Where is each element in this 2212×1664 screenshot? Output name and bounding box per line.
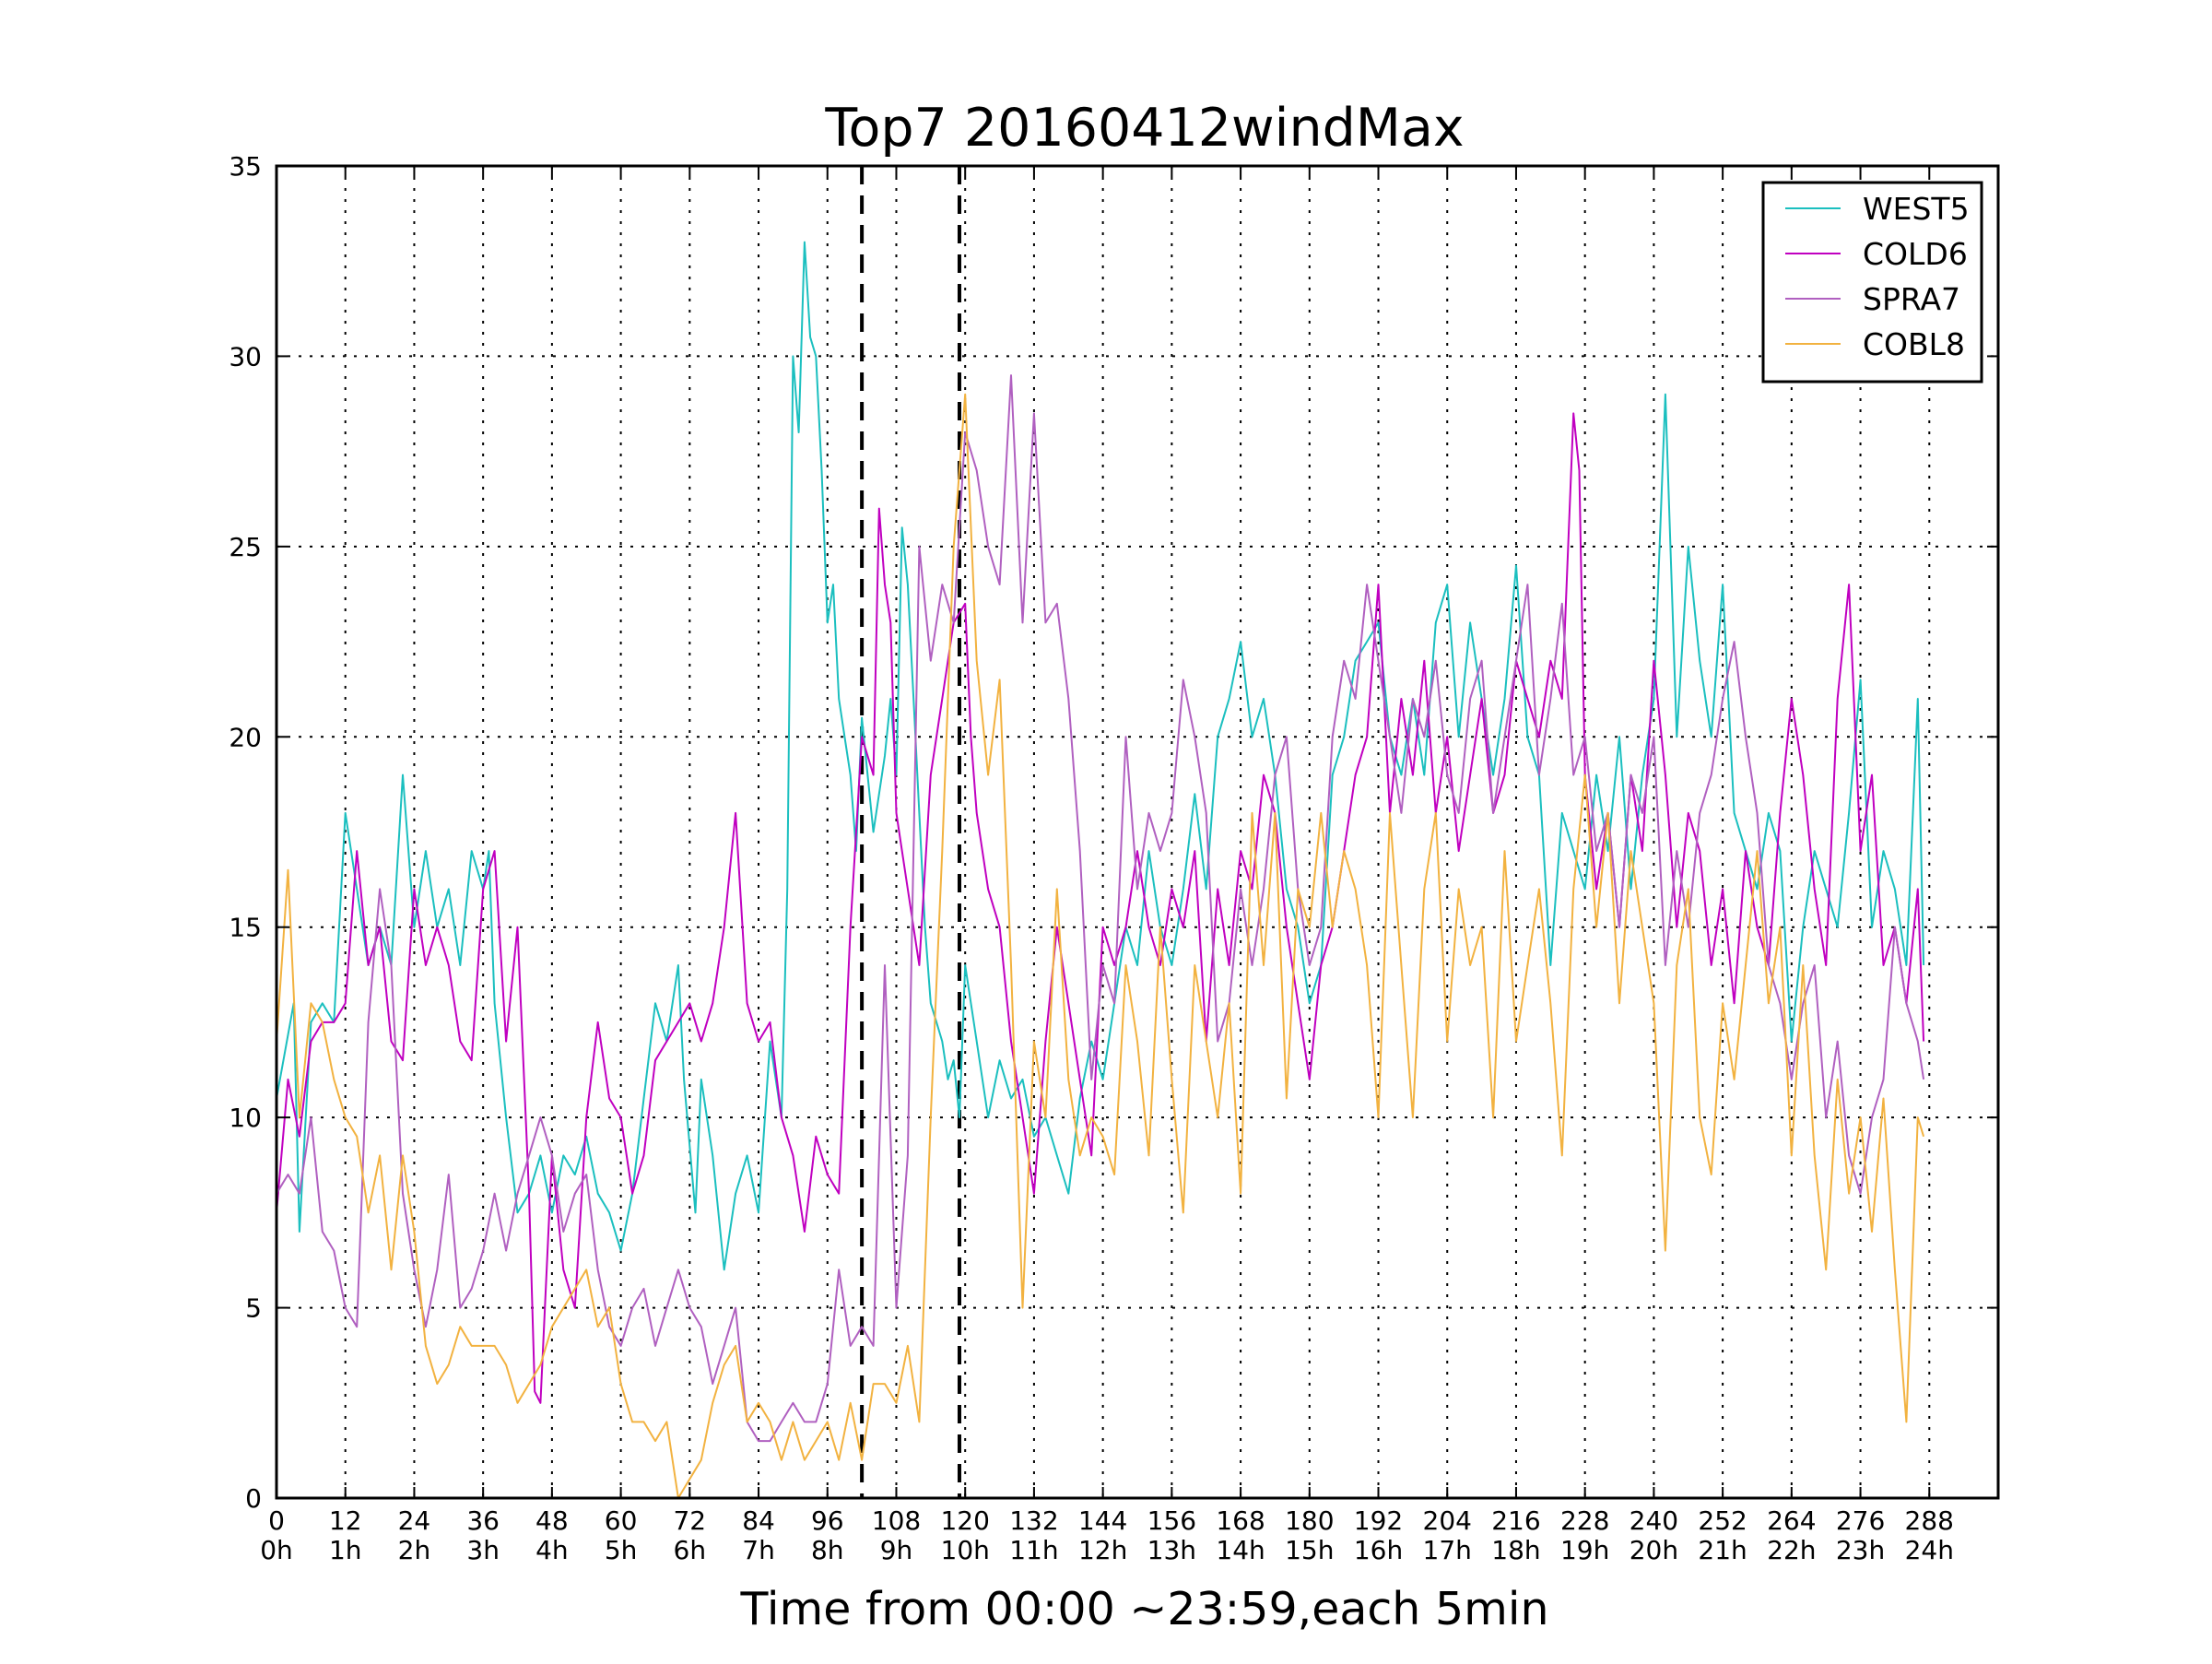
x-tick-hour-label: 4h <box>535 1535 569 1565</box>
x-tick-label: 252 <box>1698 1505 1747 1536</box>
x-tick-hour-label: 21h <box>1698 1535 1747 1565</box>
legend-label: COBL8 <box>1863 326 1965 362</box>
x-tick-hour-label: 20h <box>1630 1535 1678 1565</box>
x-tick-label: 240 <box>1630 1505 1678 1536</box>
x-tick-label: 204 <box>1423 1505 1472 1536</box>
x-tick-hour-label: 9h <box>880 1535 913 1565</box>
x-tick-label: 0 <box>268 1505 285 1536</box>
x-tick-hour-label: 5h <box>605 1535 638 1565</box>
x-tick-label: 24 <box>398 1505 431 1536</box>
x-tick-hour-label: 2h <box>398 1535 431 1565</box>
y-tick-label: 0 <box>245 1483 262 1514</box>
x-tick-hour-label: 6h <box>674 1535 707 1565</box>
x-tick-hour-label: 19h <box>1560 1535 1609 1565</box>
x-tick-hour-label: 16h <box>1354 1535 1403 1565</box>
x-tick-label: 216 <box>1491 1505 1540 1536</box>
x-tick-hour-label: 3h <box>466 1535 500 1565</box>
x-tick-label: 144 <box>1078 1505 1127 1536</box>
x-tick-label: 264 <box>1767 1505 1816 1536</box>
x-tick-hour-label: 8h <box>811 1535 844 1565</box>
legend: WEST5 COLD6 SPRA7 COBL8 <box>1761 181 1983 384</box>
y-tick-label: 15 <box>229 913 262 943</box>
plot-frame <box>275 164 2000 1500</box>
x-tick-hour-label: 7h <box>742 1535 775 1565</box>
x-tick-label: 84 <box>742 1505 775 1536</box>
x-tick-label: 168 <box>1216 1505 1265 1536</box>
x-tick-label: 60 <box>605 1505 638 1536</box>
x-axis-label: Time from 00:00 ~23:59,each 5min <box>739 1583 1548 1635</box>
legend-label: SPRA7 <box>1863 281 1960 317</box>
y-tick-label: 25 <box>229 532 262 562</box>
x-tick-label: 48 <box>535 1505 569 1536</box>
x-tick-hour-label: 17h <box>1423 1535 1472 1565</box>
x-tick-label: 192 <box>1354 1505 1403 1536</box>
x-tick-hour-label: 10h <box>941 1535 990 1565</box>
chart-title: Top7 20160412windMax <box>824 98 1464 159</box>
x-tick-label: 228 <box>1560 1505 1609 1536</box>
axis-ticks: 00h121h242h363h484h605h726h847h968h1089h… <box>229 151 1998 1565</box>
y-tick-label: 10 <box>229 1103 262 1133</box>
x-tick-hour-label: 23h <box>1836 1535 1885 1565</box>
x-tick-label: 12 <box>329 1505 362 1536</box>
x-tick-hour-label: 12h <box>1078 1535 1127 1565</box>
x-tick-hour-label: 24h <box>1905 1535 1954 1565</box>
x-tick-hour-label: 18h <box>1491 1535 1540 1565</box>
series-line-cold6 <box>276 412 1925 1404</box>
y-tick-label: 20 <box>229 722 262 752</box>
series-line-spra7 <box>276 374 1925 1443</box>
x-tick-label: 156 <box>1147 1505 1196 1536</box>
y-tick-label: 30 <box>229 341 262 372</box>
x-tick-hour-label: 14h <box>1216 1535 1265 1565</box>
x-tick-label: 120 <box>940 1505 989 1536</box>
series-lines <box>276 241 1925 1498</box>
series-line-cobl8 <box>276 393 1925 1498</box>
x-tick-label: 36 <box>466 1505 500 1536</box>
x-tick-hour-label: 1h <box>329 1535 362 1565</box>
x-tick-label: 72 <box>673 1505 706 1536</box>
y-tick-label: 35 <box>229 151 262 182</box>
x-tick-label: 180 <box>1285 1505 1334 1536</box>
x-tick-hour-label: 0h <box>260 1535 293 1565</box>
legend-label: WEST5 <box>1863 191 1970 227</box>
grid <box>276 166 1998 1498</box>
series-line-west5 <box>276 241 1925 1271</box>
x-tick-label: 132 <box>1009 1505 1058 1536</box>
x-tick-label: 108 <box>872 1505 921 1536</box>
y-tick-label: 5 <box>245 1293 262 1324</box>
marker-lines <box>860 166 961 1498</box>
legend-box <box>1761 181 1983 384</box>
x-tick-hour-label: 13h <box>1147 1535 1196 1565</box>
x-tick-label: 276 <box>1836 1505 1885 1536</box>
x-tick-hour-label: 11h <box>1009 1535 1058 1565</box>
x-tick-label: 288 <box>1905 1505 1954 1536</box>
x-tick-hour-label: 22h <box>1767 1535 1816 1565</box>
x-tick-label: 96 <box>811 1505 844 1536</box>
legend-label: COLD6 <box>1863 236 1968 272</box>
x-tick-hour-label: 15h <box>1285 1535 1334 1565</box>
